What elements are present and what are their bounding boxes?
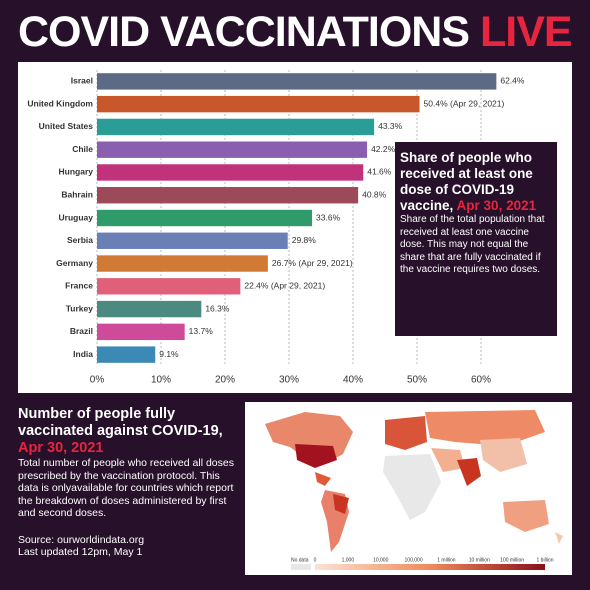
bar — [97, 118, 375, 136]
y-tick-label: United States — [39, 121, 94, 131]
y-tick-label: Hungary — [59, 167, 94, 177]
title-text: COVID VACCINATIONS — [18, 8, 470, 56]
map-region — [383, 454, 441, 520]
info-date: Apr 30, 2021 — [456, 198, 537, 213]
y-tick-label: Uruguay — [59, 212, 94, 222]
legend-label: 100,000 — [405, 557, 423, 563]
y-tick-label: France — [65, 281, 93, 291]
x-tick-label: 60% — [471, 375, 491, 386]
map-region — [431, 448, 465, 472]
title-accent: LIVE — [480, 8, 573, 56]
value-label: 42.2% — [371, 144, 396, 154]
x-tick-label: 0% — [90, 375, 105, 386]
legend-label: 100 million — [500, 557, 524, 563]
x-tick-label: 10% — [151, 375, 171, 386]
bar — [97, 300, 202, 318]
legend-label: 10,000 — [373, 557, 389, 563]
value-label: 33.6% — [316, 212, 341, 222]
bar — [97, 278, 241, 295]
bar — [97, 95, 420, 113]
y-tick-label: India — [73, 349, 93, 359]
legend-scale — [315, 564, 545, 570]
y-tick-label: Chile — [72, 144, 93, 154]
bar — [97, 255, 268, 272]
bar — [97, 209, 313, 227]
y-tick-label: Bahrain — [61, 189, 93, 199]
y-tick-label: United Kingdom — [27, 98, 93, 108]
source: Source: ourworldindata.org — [18, 533, 145, 546]
value-label: 13.7% — [189, 326, 214, 336]
bar — [97, 346, 156, 363]
x-tick-label: 50% — [407, 375, 427, 386]
title: COVID VACCINATIONS LIVE — [18, 8, 573, 57]
value-label: 41.6% — [367, 167, 392, 177]
legend-label: No data — [291, 557, 309, 563]
info-heading: Share of people who received at least on… — [400, 150, 552, 214]
bar — [97, 141, 368, 158]
legend-label: 0 — [314, 557, 317, 563]
legend-label: 10 million — [469, 557, 490, 563]
map-region — [480, 438, 527, 472]
map-region — [333, 494, 349, 514]
y-tick-label: Serbia — [67, 235, 93, 245]
map-region — [555, 532, 563, 544]
map-panel: No data 0 1,000 10,000 100,000 1 million 10 mi… — [245, 402, 572, 575]
bar — [97, 323, 185, 341]
value-label: 43.3% — [378, 121, 403, 131]
y-tick-label: Turkey — [66, 303, 94, 313]
value-label: 16.3% — [205, 303, 230, 313]
map-text: Total number of people who received all … — [18, 457, 234, 519]
value-label: 50.4% (Apr 29, 2021) — [424, 98, 505, 108]
logo: EXPRESS — [474, 300, 552, 320]
value-label: 9.1% — [159, 349, 179, 359]
map-region — [503, 500, 549, 532]
map-region — [295, 444, 337, 468]
legend-label: 1 billion — [537, 557, 554, 563]
y-tick-label: Israel — [71, 76, 93, 86]
map: No data 0 1,000 10,000 100,000 1 million 10 mi… — [265, 410, 563, 570]
legend-nodata — [291, 564, 311, 570]
map-heading: Number of people fully vaccinated agains… — [18, 406, 240, 457]
bar — [97, 187, 359, 204]
info-title: Share of people who received at least on… — [400, 150, 533, 213]
y-tick-label: Germany — [56, 258, 93, 268]
bar — [97, 232, 288, 249]
map-description: Number of people fully vaccinated agains… — [18, 406, 240, 559]
map-date: Apr 30, 2021 — [18, 440, 104, 456]
x-tick-label: 30% — [279, 375, 299, 386]
legend-label: 1 million — [437, 557, 456, 563]
info-box: Share of people who received at least on… — [395, 142, 557, 336]
updated: Last updated 12pm, May 1 — [18, 546, 143, 558]
map-region — [425, 410, 545, 446]
value-label: 29.8% — [292, 235, 317, 245]
map-title: Number of people fully vaccinated agains… — [18, 406, 223, 439]
legend-label: 1,000 — [342, 557, 355, 563]
value-label: 22.4% (Apr 29, 2021) — [244, 281, 325, 291]
info-text: Share of the total population that recei… — [400, 214, 545, 275]
map-region — [457, 458, 481, 486]
x-tick-label: 40% — [343, 375, 363, 386]
bar — [97, 164, 364, 181]
value-label: 40.8% — [362, 189, 387, 199]
map-region — [315, 472, 331, 486]
x-tick-label: 20% — [215, 375, 235, 386]
map-region — [385, 416, 427, 450]
value-label: 62.4% — [500, 76, 525, 86]
y-tick-label: Brazil — [70, 326, 93, 336]
bar — [97, 73, 497, 90]
value-label: 26.7% (Apr 29, 2021) — [272, 258, 353, 268]
